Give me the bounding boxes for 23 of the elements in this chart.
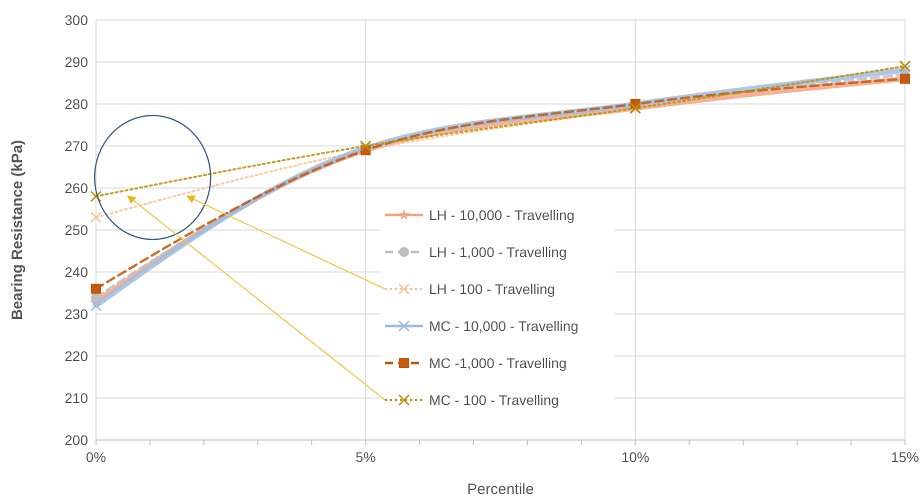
legend-label: LH - 1,000 - Travelling [429, 244, 567, 260]
y-tick-label: 230 [64, 306, 88, 322]
y-tick-label: 200 [64, 432, 88, 448]
x-axis-title: Percentile [467, 481, 534, 498]
y-tick-label: 210 [64, 390, 88, 406]
y-tick-label: 300 [64, 12, 88, 28]
legend-label: LH - 100 - Travelling [429, 281, 556, 297]
x-tick-label: 15% [890, 449, 920, 465]
legend-label: MC -1,000 - Travelling [429, 355, 567, 371]
x-tick-label: 10% [621, 449, 650, 465]
x-tick-label: 0% [86, 449, 106, 465]
y-tick-label: 220 [64, 348, 88, 364]
y-tick-label: 270 [64, 138, 88, 154]
y-tick-label: 250 [64, 222, 88, 238]
y-axis-title: Bearing Resistance (kPa) [9, 140, 26, 320]
y-tick-label: 280 [64, 96, 88, 112]
x-tick-label: 5% [356, 449, 376, 465]
legend-label: MC - 10,000 - Travelling [429, 318, 578, 334]
legend-label: LH - 10,000 - Travelling [429, 207, 575, 223]
legend-label: MC - 100 - Travelling [429, 392, 559, 408]
y-tick-label: 290 [64, 54, 88, 70]
y-tick-label: 240 [64, 264, 88, 280]
y-tick-label: 260 [64, 180, 88, 196]
